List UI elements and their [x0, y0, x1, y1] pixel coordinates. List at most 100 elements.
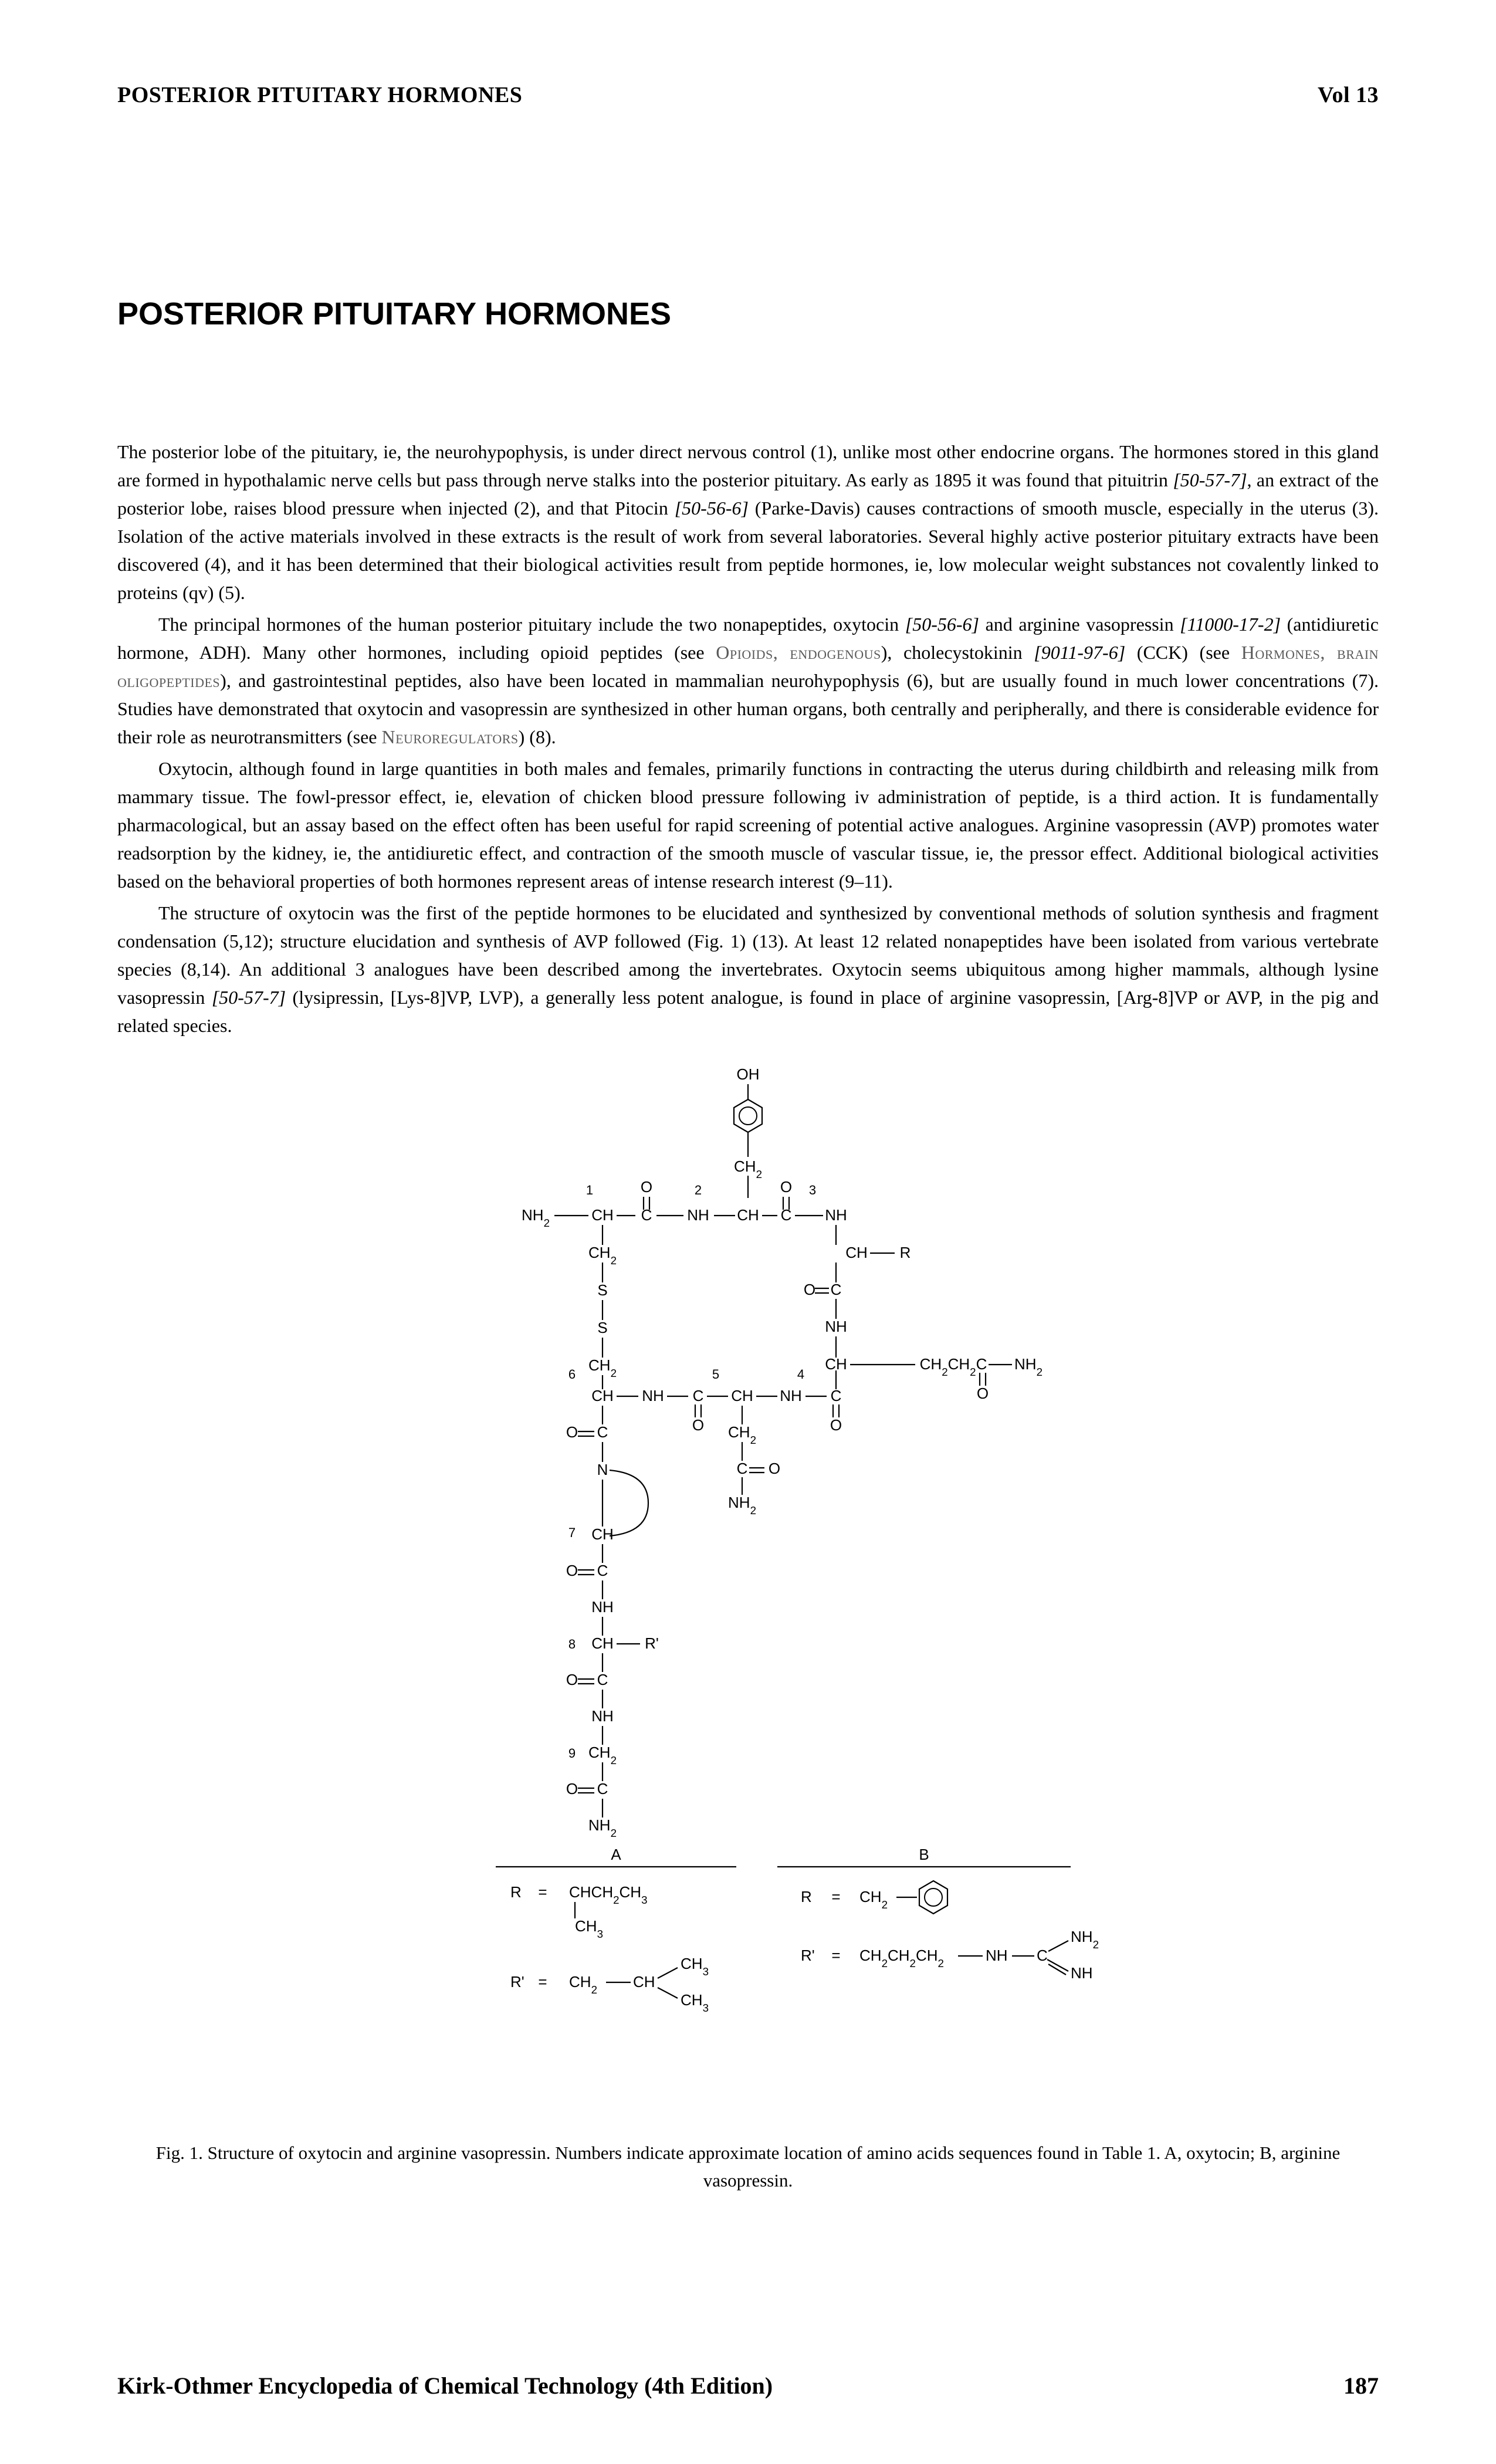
svg-text:CH: CH: [591, 1525, 614, 1543]
svg-text:CH: CH: [591, 1634, 614, 1652]
p2b: and arginine vasopressin: [979, 614, 1180, 635]
cas3: [50-56-6]: [905, 614, 979, 635]
svg-text:C: C: [1037, 1947, 1048, 1964]
svg-text:C: C: [597, 1780, 608, 1798]
svg-text:N: N: [597, 1461, 608, 1478]
header-left: POSTERIOR PITUITARY HORMONES: [117, 82, 522, 108]
svg-text:6: 6: [568, 1367, 576, 1382]
svg-text:5: 5: [712, 1367, 719, 1382]
svg-text:R': R': [510, 1973, 524, 1991]
cas1: [50-57-7]: [1173, 469, 1247, 490]
svg-text:O: O: [641, 1178, 652, 1196]
svg-text:R': R': [801, 1947, 815, 1964]
svg-text:NH: NH: [687, 1206, 709, 1224]
svg-text:R: R: [801, 1888, 812, 1905]
svg-text:C: C: [597, 1423, 608, 1441]
svg-text:NH2: NH2: [522, 1206, 550, 1229]
svg-text:CHCH2CH3: CHCH2CH3: [569, 1883, 647, 1906]
svg-text:NH2: NH2: [588, 1816, 617, 1839]
svg-text:S: S: [597, 1281, 607, 1299]
cas5: [9011-97-6]: [1034, 642, 1125, 663]
p4b: (lysipressin, [Lys-8]VP, LVP), a general…: [117, 987, 1379, 1036]
svg-text:NH2: NH2: [728, 1494, 756, 1517]
svg-text:CH: CH: [591, 1206, 614, 1224]
svg-text:=: =: [538, 1883, 547, 1901]
svg-text:CH3: CH3: [681, 1991, 709, 2014]
xref3: Neuroregulators: [382, 726, 519, 747]
svg-text:9: 9: [568, 1746, 576, 1761]
svg-text:NH2: NH2: [1071, 1928, 1099, 1951]
svg-text:CH: CH: [737, 1206, 759, 1224]
svg-text:O: O: [769, 1460, 780, 1477]
p2a: The principal hormones of the human post…: [158, 614, 905, 635]
page: POSTERIOR PITUITARY HORMONES Vol 13 POST…: [0, 0, 1496, 2464]
svg-text:=: =: [831, 1947, 840, 1964]
svg-text:S: S: [597, 1319, 607, 1336]
svg-text:CH2: CH2: [569, 1973, 597, 1996]
svg-text:O: O: [566, 1423, 578, 1441]
footer-right: 187: [1343, 2372, 1379, 2399]
running-header: POSTERIOR PITUITARY HORMONES Vol 13: [117, 82, 1379, 108]
svg-text:C: C: [597, 1671, 608, 1688]
svg-text:CH2CH2C: CH2CH2C: [920, 1355, 987, 1378]
footer-left: Kirk-Othmer Encyclopedia of Chemical Tec…: [117, 2372, 773, 2399]
label-B: B: [919, 1846, 929, 1863]
svg-text:R': R': [645, 1634, 659, 1652]
svg-text:NH: NH: [591, 1707, 614, 1725]
page-footer: Kirk-Othmer Encyclopedia of Chemical Tec…: [117, 2372, 1379, 2399]
svg-text:NH: NH: [986, 1947, 1008, 1964]
svg-text:3: 3: [809, 1183, 816, 1197]
svg-text:C: C: [693, 1387, 704, 1404]
svg-text:CH: CH: [845, 1244, 868, 1261]
svg-text:CH: CH: [633, 1973, 655, 1991]
svg-text:CH3: CH3: [681, 1955, 709, 1978]
svg-text:CH: CH: [825, 1355, 847, 1373]
svg-text:O: O: [566, 1562, 578, 1579]
svg-text:7: 7: [568, 1525, 576, 1540]
svg-text:CH2: CH2: [859, 1888, 888, 1911]
svg-text:NH: NH: [825, 1318, 847, 1335]
svg-text:O: O: [830, 1416, 842, 1434]
header-right: Vol 13: [1318, 82, 1379, 108]
svg-text:R: R: [510, 1883, 522, 1901]
svg-text:=: =: [538, 1973, 547, 1991]
svg-text:NH: NH: [642, 1387, 664, 1404]
svg-text:CH: CH: [731, 1387, 753, 1404]
svg-text:O: O: [692, 1416, 704, 1434]
svg-text:O: O: [804, 1281, 815, 1298]
figure-1: OH CH2 1 2 3 O O NH2 CH: [117, 1063, 1379, 2194]
svg-text:O: O: [780, 1178, 792, 1196]
p2f: ), and gastrointestinal peptides, also h…: [117, 670, 1379, 747]
figure-caption: Fig. 1. Structure of oxytocin and argini…: [117, 2140, 1379, 2194]
svg-text:C: C: [641, 1206, 652, 1224]
svg-text:NH: NH: [1071, 1964, 1093, 1982]
svg-text:O: O: [566, 1671, 578, 1688]
p2d: ), cholecystokinin: [881, 642, 1034, 663]
svg-text:1: 1: [586, 1183, 593, 1197]
svg-text:CH2CH2CH2: CH2CH2CH2: [859, 1947, 944, 1969]
p3: Oxytocin, although found in large quanti…: [117, 754, 1379, 895]
svg-text:C: C: [737, 1460, 748, 1477]
cas6: [50-57-7]: [212, 987, 286, 1008]
body-text: The posterior lobe of the pituitary, ie,…: [117, 438, 1379, 1040]
svg-text:C: C: [831, 1387, 842, 1404]
svg-text:C: C: [781, 1206, 792, 1224]
cas2: [50-56-6]: [675, 497, 749, 519]
svg-text:=: =: [831, 1888, 840, 1905]
label-A: A: [611, 1846, 621, 1863]
xref1: Opioids, endogenous: [716, 642, 881, 663]
svg-text:4: 4: [797, 1367, 804, 1382]
svg-text:8: 8: [568, 1637, 576, 1651]
cas4: [11000-17-2]: [1180, 614, 1281, 635]
svg-text:2: 2: [695, 1183, 702, 1197]
svg-text:O: O: [977, 1385, 989, 1402]
svg-text:C: C: [597, 1562, 608, 1579]
p2e: (CCK) (see: [1125, 642, 1241, 663]
svg-text:OH: OH: [737, 1065, 760, 1083]
svg-text:NH: NH: [825, 1206, 847, 1224]
page-title: POSTERIOR PITUITARY HORMONES: [117, 296, 1379, 332]
svg-text:NH2: NH2: [1014, 1355, 1043, 1378]
p2g: ) (8).: [519, 726, 556, 747]
svg-text:C: C: [831, 1281, 842, 1298]
svg-text:CH: CH: [591, 1387, 614, 1404]
